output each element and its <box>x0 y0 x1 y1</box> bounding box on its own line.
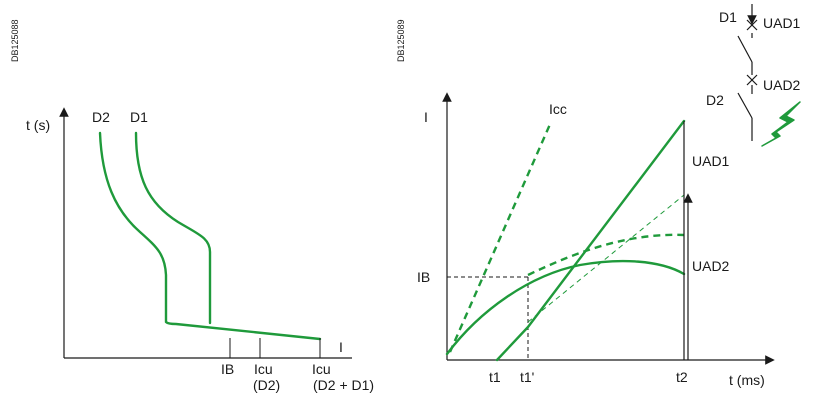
thin-dashed-line <box>527 194 685 323</box>
left-diagram: DB125088 t (s) I D2 D1 IB Icu (D2) Icu (… <box>10 19 374 393</box>
tick-label-t1: t1 <box>489 369 501 385</box>
uad2-label: UAD2 <box>692 258 730 274</box>
switch-d1 <box>737 35 753 63</box>
right-ref-label: DB125089 <box>396 19 406 62</box>
left-x-axis-label: I <box>339 339 343 355</box>
tick-label-icu-d2d1-sub: (D2 + D1) <box>313 377 374 393</box>
tick-label-t1p: t1' <box>520 369 534 385</box>
fault-lightning-icon <box>761 101 801 147</box>
switch-d2 <box>737 92 753 119</box>
tick-label-ib: IB <box>221 361 234 377</box>
dashed-current-curve <box>527 233 685 277</box>
icc-line <box>448 121 553 353</box>
tick-label-t2: t2 <box>676 369 688 385</box>
curve-d1 <box>134 131 212 325</box>
tick-label-icu-d2-sub: (D2) <box>253 377 280 393</box>
schematic: D1 UAD1 D2 UAD2 <box>706 4 801 147</box>
uad1-label: UAD1 <box>692 153 730 169</box>
right-x-axis-label: t (ms) <box>729 372 765 388</box>
left-ref-label: DB125088 <box>10 19 20 62</box>
schematic-d2-label: D2 <box>706 92 724 108</box>
ib-label: IB <box>417 269 430 285</box>
curve-label-d1: D1 <box>130 109 148 125</box>
curve-d2 <box>98 131 322 341</box>
tick-label-icu-d2: Icu <box>254 361 273 377</box>
curve-label-d2: D2 <box>92 109 110 125</box>
breaker-d2-cross <box>746 74 758 86</box>
uad1-line <box>495 119 686 362</box>
schematic-d1-label: D1 <box>719 9 737 25</box>
tick-label-icu-d2d1: Icu <box>312 361 331 377</box>
icc-label: Icc <box>549 101 567 117</box>
current-curve <box>445 259 686 356</box>
breaker-d1-cross <box>746 19 758 31</box>
schematic-uad1-label: UAD1 <box>763 15 801 31</box>
right-diagram: DB125089 I t (ms) Icc IB UAD1 UAD2 t1 t1… <box>396 4 801 388</box>
right-y-axis-label: I <box>424 109 428 125</box>
schematic-uad2-label: UAD2 <box>763 77 801 93</box>
left-y-axis-label: t (s) <box>26 117 50 133</box>
